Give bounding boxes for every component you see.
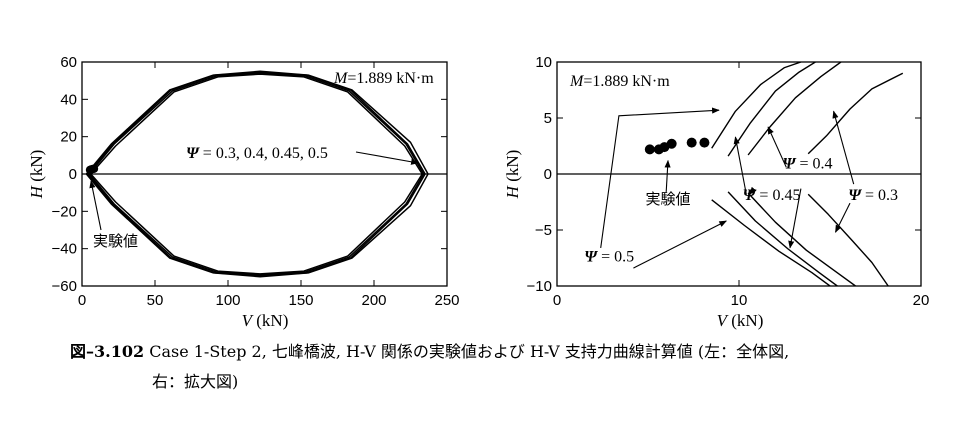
y-tick-label: −5 <box>535 222 552 239</box>
y-tick-label: 0 <box>544 166 552 183</box>
envelope-curve <box>87 71 426 277</box>
envelope-curve-upper <box>747 62 842 156</box>
psi-label: Ψ = 0.4 <box>783 155 833 172</box>
envelope-curve <box>90 73 423 275</box>
psi-0.5-leader-lower <box>633 220 727 269</box>
x-tick-label: 200 <box>361 292 386 309</box>
envelope-curve-upper <box>807 72 904 155</box>
psi-label: Ψ = 0.45 <box>743 187 801 204</box>
moment-label: M=1.889 kN·m <box>569 73 670 90</box>
x-tick-label: 150 <box>288 292 313 309</box>
psi-label: Ψ = 0.3 <box>848 187 898 204</box>
experiment-label: 実験値 <box>93 232 138 250</box>
moment-label: M=1.889 kN·m <box>333 70 434 87</box>
experiment-leader <box>664 159 671 192</box>
psi-arrow <box>355 151 419 165</box>
caption-text-1: Case 1-Step 2, 七峰橋波, H-V 関係の実験値および H-V 支… <box>149 342 790 361</box>
psi-0.3-leader-lower <box>835 202 851 233</box>
experiment-point <box>89 164 99 173</box>
x-tick-label: 100 <box>215 292 240 309</box>
caption-line-2: 右：拡大図) <box>152 372 239 391</box>
caption-number: 図–3.102 <box>70 342 145 361</box>
envelope-curves <box>711 62 904 286</box>
experiment-point <box>666 138 677 149</box>
right-chart-enlarged: 0 10 20 −10 −5 0 5 10 M=1.889 kN·m Ψ = 0.5 Ψ = 0.4… <box>503 54 929 330</box>
y-tick-label: −20 <box>52 203 77 220</box>
envelope-curve-lower <box>747 192 856 286</box>
figure-caption: 図–3.102 Case 1-Step 2, 七峰橋波, H-V 関係の実験値お… <box>70 337 960 397</box>
x-axis-label: V (kN) <box>717 311 764 330</box>
y-tick-label: 0 <box>69 166 77 183</box>
x-axis-label: V (kN) <box>242 311 289 330</box>
caption-line-1: 図–3.102 Case 1-Step 2, 七峰橋波, H-V 関係の実験値お… <box>70 337 960 367</box>
envelope-curve-lower <box>807 193 889 286</box>
psi-0.3-leader-upper <box>832 110 855 185</box>
psi-0.4-leader-upper <box>767 126 787 168</box>
envelope-curve-lower <box>727 191 838 286</box>
left-chart-overall: 0 50 100 150 200 250 −60 −40 −20 0 20 40 60 M=1.889 k… <box>27 54 460 330</box>
y-tick-label: 10 <box>535 54 552 71</box>
y-tick-label: 40 <box>60 91 77 108</box>
envelope-curve-upper <box>711 62 802 149</box>
y-axis-label: H (kN) <box>503 150 522 200</box>
x-tick-label: 0 <box>553 292 561 309</box>
y-tick-label: 20 <box>60 129 77 146</box>
x-tick-label: 20 <box>913 292 930 309</box>
y-tick-label: 5 <box>544 110 552 127</box>
psi-0.45-leader-lower <box>749 186 757 195</box>
x-tick-label: 50 <box>147 292 164 309</box>
psi-0.45-leader-upper <box>733 136 747 195</box>
envelope-curve <box>88 72 425 276</box>
experiment-arrow <box>89 180 102 231</box>
experiment-label: 実験値 <box>646 190 691 208</box>
envelope-curve-upper <box>727 62 816 157</box>
psi-0.5-leader-upper <box>600 107 720 248</box>
y-tick-label: −40 <box>52 241 77 258</box>
psi-label: Ψ = 0.5 <box>584 248 634 265</box>
x-tick-label: 10 <box>731 292 748 309</box>
experiment-point <box>699 137 710 148</box>
y-tick-label: −10 <box>527 278 552 295</box>
y-axis-label: H (kN) <box>27 150 46 200</box>
x-tick-label: 0 <box>78 292 86 309</box>
experiment-point <box>686 137 697 148</box>
psi-series-label: Ψ = 0.3, 0.4, 0.45, 0.5 <box>186 145 328 162</box>
y-tick-label: 60 <box>60 54 77 71</box>
envelope-curve-lower <box>711 199 831 286</box>
experiment-point <box>644 144 655 155</box>
y-tick-label: −60 <box>52 278 77 295</box>
x-tick-label: 250 <box>434 292 459 309</box>
psi-0.4-leader-lower <box>788 188 802 249</box>
